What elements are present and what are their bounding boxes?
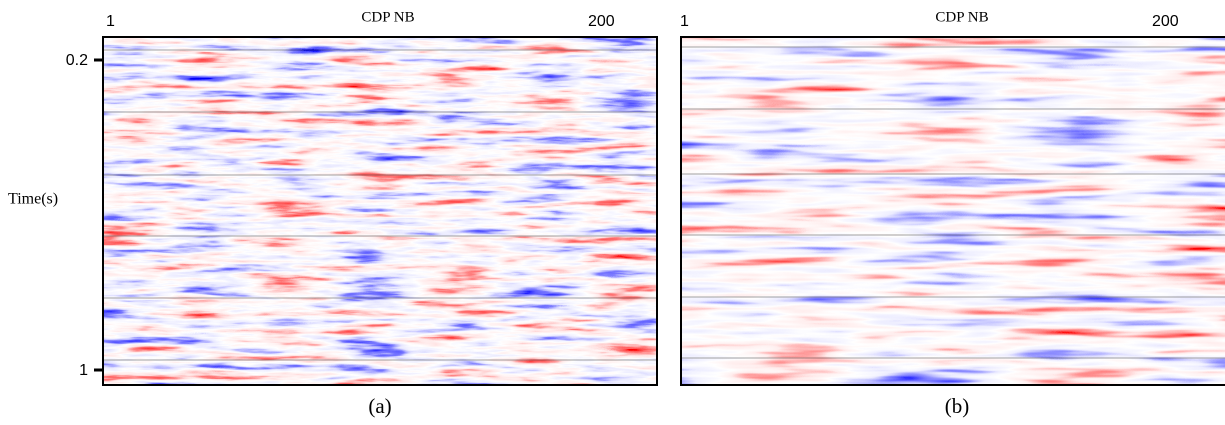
- horizon-lines: [681, 46, 1225, 359]
- x-tick-label: 200: [1152, 13, 1179, 30]
- x-tick-label: 1: [106, 13, 115, 30]
- y-axis-title: Time(s): [8, 191, 58, 208]
- y-tick-label: 1: [79, 362, 88, 379]
- panel-b: 1 200 CDP NB (b): [680, 9, 1225, 418]
- panel-a: 0.2 1 Time(s) 1 200 CDP NB (a): [8, 9, 658, 418]
- x-tick-label: 1: [680, 13, 689, 30]
- caption: (a): [368, 394, 391, 418]
- x-axis-title: CDP NB: [361, 9, 414, 25]
- x-axis-title: CDP NB: [935, 9, 988, 25]
- seismic-section: [103, 37, 657, 385]
- x-tick-label: 200: [588, 13, 615, 30]
- frame: [680, 36, 1225, 386]
- frame: [102, 36, 658, 386]
- horizon-lines: [103, 49, 657, 361]
- seismic-section: [681, 37, 1225, 385]
- y-tick-label: 0.2: [66, 52, 88, 69]
- caption: (b): [945, 394, 970, 418]
